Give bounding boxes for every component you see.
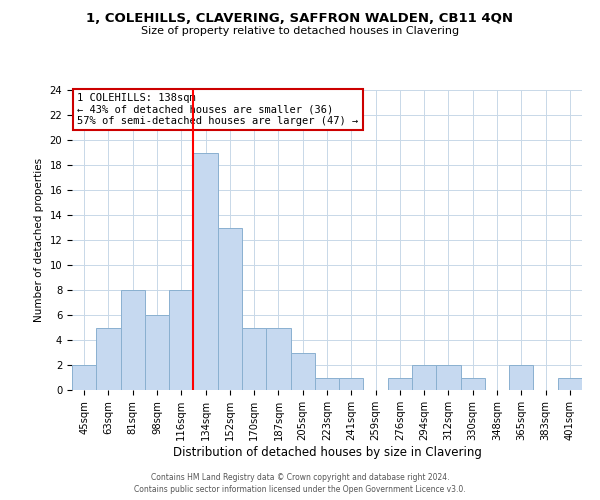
Y-axis label: Number of detached properties: Number of detached properties [34,158,44,322]
Bar [96,328,121,390]
Bar [242,328,266,390]
Bar [193,152,218,390]
Bar [461,378,485,390]
Bar [121,290,145,390]
Bar [72,365,96,390]
Bar [509,365,533,390]
Bar [412,365,436,390]
Bar [436,365,461,390]
Text: 1, COLEHILLS, CLAVERING, SAFFRON WALDEN, CB11 4QN: 1, COLEHILLS, CLAVERING, SAFFRON WALDEN,… [86,12,514,26]
Bar [339,378,364,390]
Bar [315,378,339,390]
Text: Size of property relative to detached houses in Clavering: Size of property relative to detached ho… [141,26,459,36]
Bar [558,378,582,390]
Bar [169,290,193,390]
Text: 1 COLEHILLS: 138sqm
← 43% of detached houses are smaller (36)
57% of semi-detach: 1 COLEHILLS: 138sqm ← 43% of detached ho… [77,93,358,126]
Text: Contains public sector information licensed under the Open Government Licence v3: Contains public sector information licen… [134,485,466,494]
Text: Contains HM Land Registry data © Crown copyright and database right 2024.: Contains HM Land Registry data © Crown c… [151,472,449,482]
X-axis label: Distribution of detached houses by size in Clavering: Distribution of detached houses by size … [173,446,481,458]
Bar [218,228,242,390]
Bar [388,378,412,390]
Bar [145,315,169,390]
Bar [266,328,290,390]
Bar [290,352,315,390]
